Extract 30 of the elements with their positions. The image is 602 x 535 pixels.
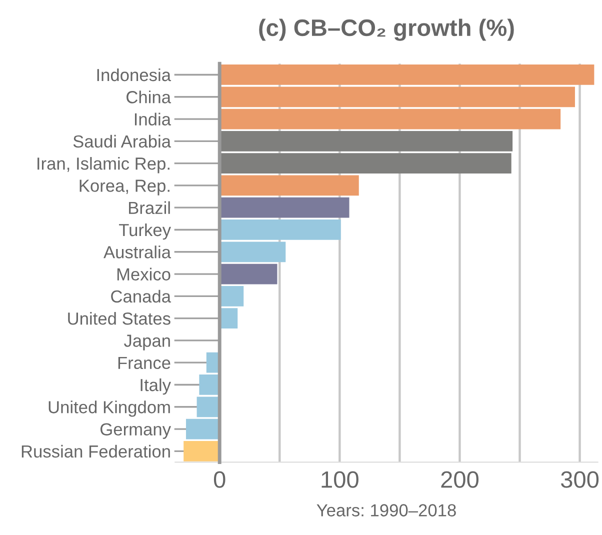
x-axis-title: Years: 1990–2018 bbox=[316, 504, 456, 516]
x-tick-label: 300 bbox=[560, 471, 599, 488]
y-tick-label: United Kingdom bbox=[48, 400, 170, 417]
y-tick-label: Italy bbox=[140, 378, 171, 395]
y-tick-label: France bbox=[118, 356, 170, 370]
y-tick-label: Mexico bbox=[117, 268, 170, 280]
bar bbox=[184, 440, 220, 462]
y-tick-label: Japan bbox=[124, 334, 170, 350]
y-tick-label: India bbox=[134, 112, 172, 126]
y-tick-label: Iran, Islamic Rep. bbox=[38, 157, 170, 174]
y-tick-label: China bbox=[126, 90, 172, 104]
y-tick-label: United States bbox=[68, 312, 170, 325]
y-tick-label: Saudi Arabia bbox=[73, 134, 172, 148]
y-tick-label: Australia bbox=[104, 246, 172, 258]
y-tick-label: Germany bbox=[100, 423, 171, 439]
x-tick-label: 100 bbox=[322, 471, 358, 488]
y-tick-label: Russian Federation bbox=[22, 444, 170, 458]
bar bbox=[220, 175, 359, 196]
y-tick-label: Indonesia bbox=[97, 68, 172, 82]
x-tick-label: 200 bbox=[441, 471, 478, 488]
y-tick-label: Canada bbox=[111, 290, 172, 303]
y-tick-label: Turkey bbox=[119, 223, 171, 240]
y-tick-label: Brazil bbox=[129, 201, 170, 214]
bar bbox=[220, 197, 350, 218]
chart-title: (c) CB–CO₂ growth (%) bbox=[259, 18, 514, 41]
x-tick-label: 0 bbox=[214, 471, 226, 488]
bar bbox=[220, 108, 561, 130]
bar bbox=[220, 264, 278, 284]
y-tick-label: Korea, Rep. bbox=[80, 180, 170, 196]
bar bbox=[186, 418, 220, 440]
